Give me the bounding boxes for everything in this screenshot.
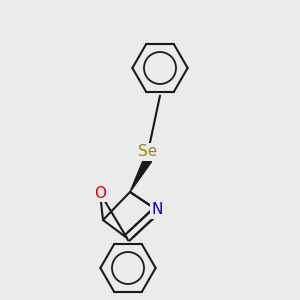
Text: Se: Se: [138, 145, 158, 160]
Text: N: N: [151, 202, 163, 217]
Text: O: O: [94, 185, 106, 200]
Polygon shape: [130, 158, 152, 192]
